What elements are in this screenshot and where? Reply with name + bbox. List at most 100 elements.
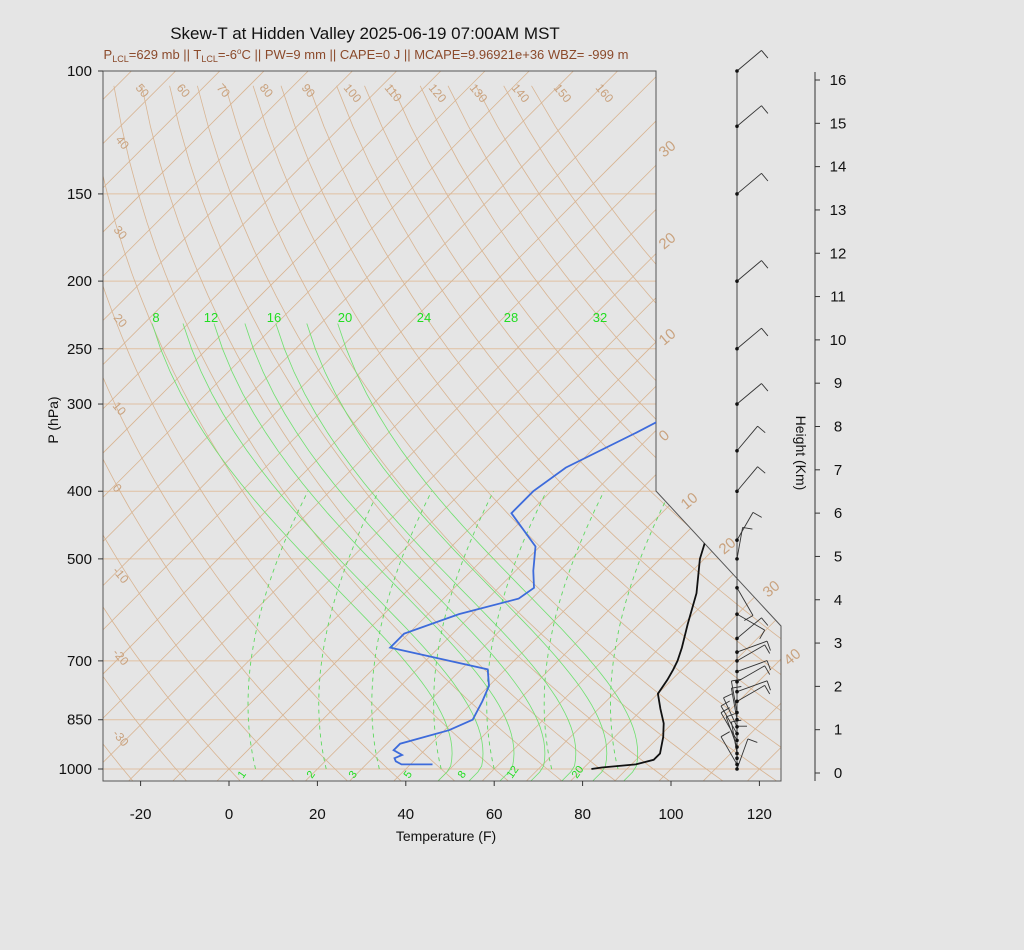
moist-adiabat [182,323,484,781]
dry-adiabat [308,85,781,781]
height-tick-label: 13 [830,202,847,219]
series-line [591,71,781,770]
height-tick-label: 7 [834,462,842,479]
dry-adiabat [169,85,674,781]
dry-adiabat [364,85,781,781]
dry-adiabat [103,85,244,781]
isotherm-line [655,71,781,781]
isotherm-label: -30 [110,727,132,750]
moist-adiabat [306,323,608,781]
x-axis-label: Temperature (F) [396,828,496,844]
wind-barb-flag [761,50,769,59]
moist-adiabat [275,323,577,781]
mixing-ratio-line [318,491,380,770]
wind-point [735,751,739,756]
wind-point [735,767,739,771]
isotherm-label: -10 [110,564,132,587]
dry-adiabat [0,86,28,784]
moist-adiabat [244,323,546,781]
isotherm-line [103,71,781,781]
wind-barb-staff [736,587,754,616]
adiabat-label: 10 [678,489,702,513]
wind-barb-flag [725,713,736,718]
wind-barb-staff [736,738,749,770]
isotherm-line [479,71,781,781]
wind-barb-staff [736,327,762,350]
dry-adiabat [224,85,781,781]
wind-barb-staff [736,105,762,127]
wind-point [735,124,739,129]
mixing-ratio-label: 12 [505,764,522,781]
isotherm-line [103,71,739,781]
p-tick-label: 1000 [59,761,92,778]
dry-adiabat [103,85,351,781]
isotherm-line [213,71,781,781]
wind-point [735,192,739,196]
wind-barb-flag [761,260,769,269]
dry-adiabat [113,85,566,781]
p-tick-label: 700 [67,653,92,670]
isotherm-label: 120 [426,81,450,106]
mixing-ratio-label: 3 [347,769,360,781]
wind-barb-staff [730,688,738,720]
wind-point [735,669,739,674]
plot-border [102,70,782,782]
p-tick-label: 100 [67,63,92,80]
dry-adiabat [141,85,620,781]
mixing-ratio-label: 12 [204,310,218,325]
isotherm-line [103,71,562,781]
adiabat-label: 20 [656,229,680,253]
height-tick-label: 11 [830,289,846,306]
wind-barb-staff [736,680,768,693]
isotherm-line [103,71,341,781]
wind-point [735,745,739,749]
x-tick-label: 100 [658,806,683,823]
isotherm-line [103,71,253,781]
p-tick-label: 150 [67,186,92,203]
height-tick-label: 0 [834,765,842,782]
mixing-ratio-label: 2 [305,769,318,781]
chart-subtitle: PLCL=629 mb || TLCL=-6oC || PW=9 mm || C… [104,47,629,64]
wind-barb-staff [736,383,762,405]
wind-barb-staff [736,260,762,282]
wind-barb-staff [736,512,754,541]
adiabat-label: 20 [716,534,740,558]
wind-barb-flag [761,173,769,182]
wind-point [735,717,739,722]
mixing-ratio-label: 16 [267,310,281,325]
isotherm-label: 90 [299,81,319,100]
wind-point [735,279,739,283]
mixing-ratio-label: 20 [338,310,352,325]
mixing-ratio-label: 32 [593,310,607,325]
wind-profile [720,50,771,771]
isotherm-line [789,39,1024,784]
height-tick-label: 3 [834,635,842,652]
isotherm-line [103,71,208,781]
wind-point [735,538,739,542]
isotherm-line [103,71,429,781]
wind-barb-flag [720,700,730,707]
p-tick-label: 300 [67,396,92,413]
wind-barb-flag [761,327,769,337]
isotherm-line [103,71,474,781]
wind-barb-staff [736,644,765,662]
mixing-ratio-line [371,491,433,770]
wind-point [735,650,739,654]
mixing-ratio-label: 20 [570,764,587,781]
isotherm-label: 0 [110,481,125,495]
height-tick-label: 4 [834,592,842,609]
x-tick-label: 120 [747,806,772,823]
isotherm-line [103,71,297,781]
x-tick-label: 0 [225,806,233,823]
wind-barb-staff [736,50,762,72]
dry-adiabat [419,85,781,781]
height-tick-label: 16 [830,72,847,89]
isotherm-line [921,39,1024,784]
wind-point [735,636,739,641]
wind-barb-flag [764,665,771,675]
wind-barb-flag [764,685,771,695]
moist-adiabat [337,323,639,781]
isotherm-label: 150 [551,81,575,106]
wind-point [735,448,739,453]
isotherm-label: 160 [593,81,617,106]
